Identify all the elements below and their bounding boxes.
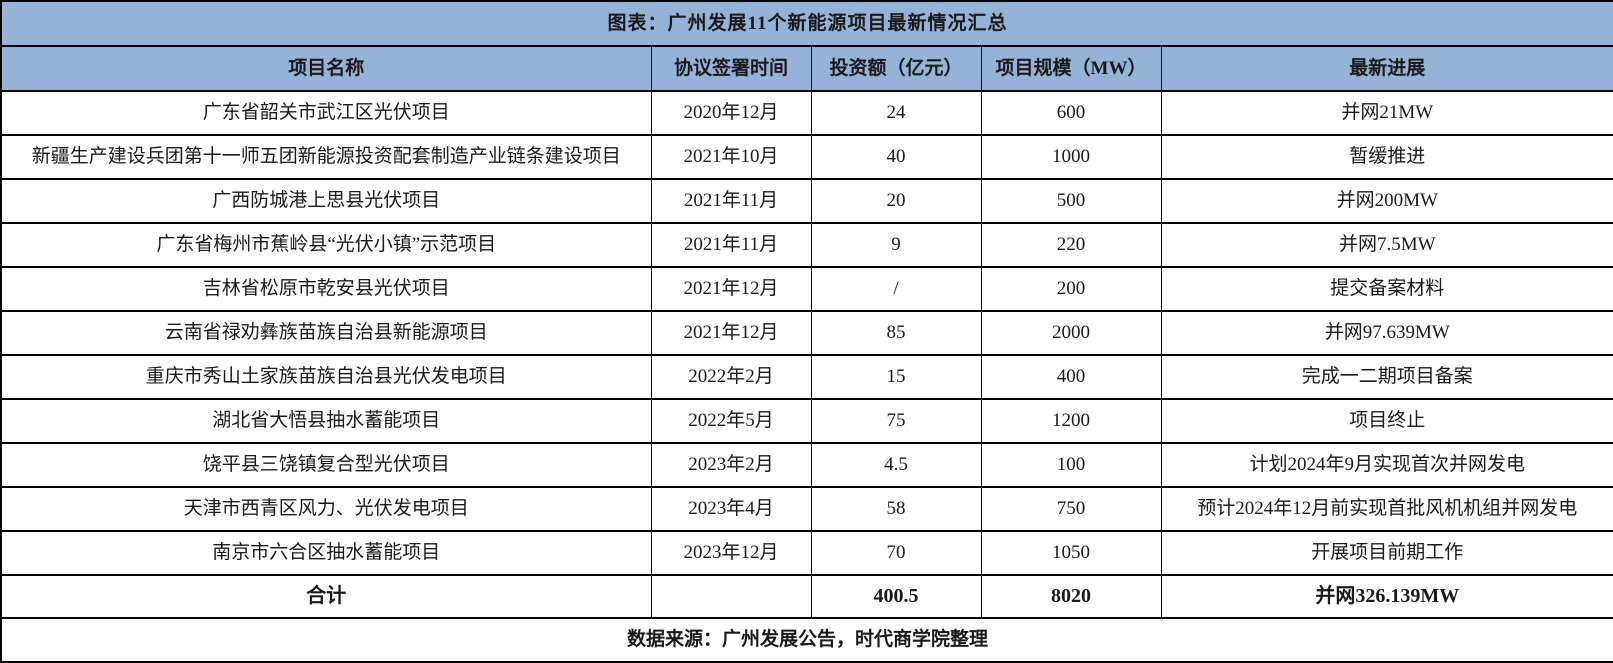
investment-cell: 70 bbox=[810, 530, 982, 576]
table-row: 广东省梅州市蕉岭县“光伏小镇”示范项目 2021年11月 9 220 并网7.5MW bbox=[0, 222, 1613, 268]
scale-cell: 1200 bbox=[980, 398, 1162, 444]
scale-cell: 2000 bbox=[980, 310, 1162, 356]
table-row: 广东省韶关市武江区光伏项目 2020年12月 24 600 并网21MW bbox=[0, 90, 1613, 136]
progress-cell: 计划2024年9月实现首次并网发电 bbox=[1160, 442, 1613, 488]
progress-cell: 暂缓推进 bbox=[1160, 134, 1613, 180]
source-note: 数据来源：广州发展公告，时代商学院整理 bbox=[0, 617, 1613, 663]
column-header-sign-date: 协议签署时间 bbox=[650, 45, 812, 92]
table-row: 天津市西青区风力、光伏发电项目 2023年4月 58 750 预计2024年12月前实现… bbox=[0, 486, 1613, 532]
column-header-scale: 项目规模（MW） bbox=[980, 45, 1162, 92]
sign-date-cell: 2023年12月 bbox=[650, 530, 812, 576]
table-row: 饶平县三饶镇复合型光伏项目 2023年2月 4.5 100 计划2024年9月实现首次并… bbox=[0, 442, 1613, 488]
column-header-project-name: 项目名称 bbox=[0, 45, 652, 92]
sign-date-cell: 2021年11月 bbox=[650, 222, 812, 268]
progress-cell: 提交备案材料 bbox=[1160, 266, 1613, 312]
investment-cell: 20 bbox=[810, 178, 982, 224]
progress-cell: 并网200MW bbox=[1160, 178, 1613, 224]
scale-cell: 600 bbox=[980, 90, 1162, 136]
project-name-cell: 天津市西青区风力、光伏发电项目 bbox=[0, 486, 652, 532]
progress-cell: 完成一二期项目备案 bbox=[1160, 354, 1613, 400]
table-row: 南京市六合区抽水蓄能项目 2023年12月 70 1050 开展项目前期工作 bbox=[0, 530, 1613, 576]
column-header-progress: 最新进展 bbox=[1160, 45, 1613, 92]
project-name-cell: 新疆生产建设兵团第十一师五团新能源投资配套制造产业链条建设项目 bbox=[0, 134, 652, 180]
scale-cell: 1050 bbox=[980, 530, 1162, 576]
table-row: 新疆生产建设兵团第十一师五团新能源投资配套制造产业链条建设项目 2021年10月 4… bbox=[0, 134, 1613, 180]
table-row: 广西防城港上思县光伏项目 2021年11月 20 500 并网200MW bbox=[0, 178, 1613, 224]
scale-cell: 500 bbox=[980, 178, 1162, 224]
sign-date-cell: 2022年2月 bbox=[650, 354, 812, 400]
column-header-investment: 投资额（亿元） bbox=[810, 45, 982, 92]
scale-cell: 100 bbox=[980, 442, 1162, 488]
title-row: 图表：广州发展11个新能源项目最新情况汇总 bbox=[0, 0, 1613, 47]
progress-cell: 开展项目前期工作 bbox=[1160, 530, 1613, 576]
investment-cell: 9 bbox=[810, 222, 982, 268]
progress-cell: 并网326.139MW bbox=[1160, 574, 1613, 619]
project-name-cell: 云南省禄劝彝族苗族自治县新能源项目 bbox=[0, 310, 652, 356]
scale-cell: 400 bbox=[980, 354, 1162, 400]
scale-cell: 8020 bbox=[980, 574, 1162, 619]
sign-date-cell: 2020年12月 bbox=[650, 90, 812, 136]
investment-cell: / bbox=[810, 266, 982, 312]
progress-cell: 并网7.5MW bbox=[1160, 222, 1613, 268]
table-row: 重庆市秀山土家族苗族自治县光伏发电项目 2022年2月 15 400 完成一二期项目备案 bbox=[0, 354, 1613, 400]
sign-date-cell: 2021年12月 bbox=[650, 266, 812, 312]
investment-cell: 85 bbox=[810, 310, 982, 356]
progress-cell: 预计2024年12月前实现首批风机机组并网发电 bbox=[1160, 486, 1613, 532]
investment-cell: 40 bbox=[810, 134, 982, 180]
table-row: 云南省禄劝彝族苗族自治县新能源项目 2021年12月 85 2000 并网97.639M… bbox=[0, 310, 1613, 356]
project-name-cell: 广东省梅州市蕉岭县“光伏小镇”示范项目 bbox=[0, 222, 652, 268]
progress-cell: 项目终止 bbox=[1160, 398, 1613, 444]
scale-cell: 1000 bbox=[980, 134, 1162, 180]
investment-cell: 4.5 bbox=[810, 442, 982, 488]
header-row: 项目名称 协议签署时间 投资额（亿元） 项目规模（MW） 最新进展 bbox=[0, 45, 1613, 92]
project-name-cell: 南京市六合区抽水蓄能项目 bbox=[0, 530, 652, 576]
investment-cell: 75 bbox=[810, 398, 982, 444]
investment-cell: 24 bbox=[810, 90, 982, 136]
table-row: 吉林省松原市乾安县光伏项目 2021年12月/200 提交备案材料 bbox=[0, 266, 1613, 312]
scale-cell: 200 bbox=[980, 266, 1162, 312]
sign-date-cell: 2021年10月 bbox=[650, 134, 812, 180]
sign-date-cell: 2023年2月 bbox=[650, 442, 812, 488]
sign-date-cell bbox=[650, 574, 812, 619]
progress-cell: 并网97.639MW bbox=[1160, 310, 1613, 356]
scale-cell: 750 bbox=[980, 486, 1162, 532]
table-row: 湖北省大悟县抽水蓄能项目 2022年5月 75 1200 项目终止 bbox=[0, 398, 1613, 444]
sign-date-cell: 2022年5月 bbox=[650, 398, 812, 444]
total-row: 合计 400.5 8020 并网326.139MW bbox=[0, 574, 1613, 619]
progress-cell: 并网21MW bbox=[1160, 90, 1613, 136]
project-name-cell: 广东省韶关市武江区光伏项目 bbox=[0, 90, 652, 136]
project-name-cell: 饶平县三饶镇复合型光伏项目 bbox=[0, 442, 652, 488]
sign-date-cell: 2021年12月 bbox=[650, 310, 812, 356]
figure-title: 图表：广州发展11个新能源项目最新情况汇总 bbox=[0, 0, 1613, 47]
project-name-cell: 合计 bbox=[0, 574, 652, 619]
investment-cell: 58 bbox=[810, 486, 982, 532]
project-name-cell: 吉林省松原市乾安县光伏项目 bbox=[0, 266, 652, 312]
investment-cell: 15 bbox=[810, 354, 982, 400]
scale-cell: 220 bbox=[980, 222, 1162, 268]
project-name-cell: 湖北省大悟县抽水蓄能项目 bbox=[0, 398, 652, 444]
project-name-cell: 广西防城港上思县光伏项目 bbox=[0, 178, 652, 224]
sign-date-cell: 2021年11月 bbox=[650, 178, 812, 224]
sign-date-cell: 2023年4月 bbox=[650, 486, 812, 532]
investment-cell: 400.5 bbox=[810, 574, 982, 619]
project-name-cell: 重庆市秀山土家族苗族自治县光伏发电项目 bbox=[0, 354, 652, 400]
source-row: 数据来源：广州发展公告，时代商学院整理 bbox=[0, 617, 1613, 663]
